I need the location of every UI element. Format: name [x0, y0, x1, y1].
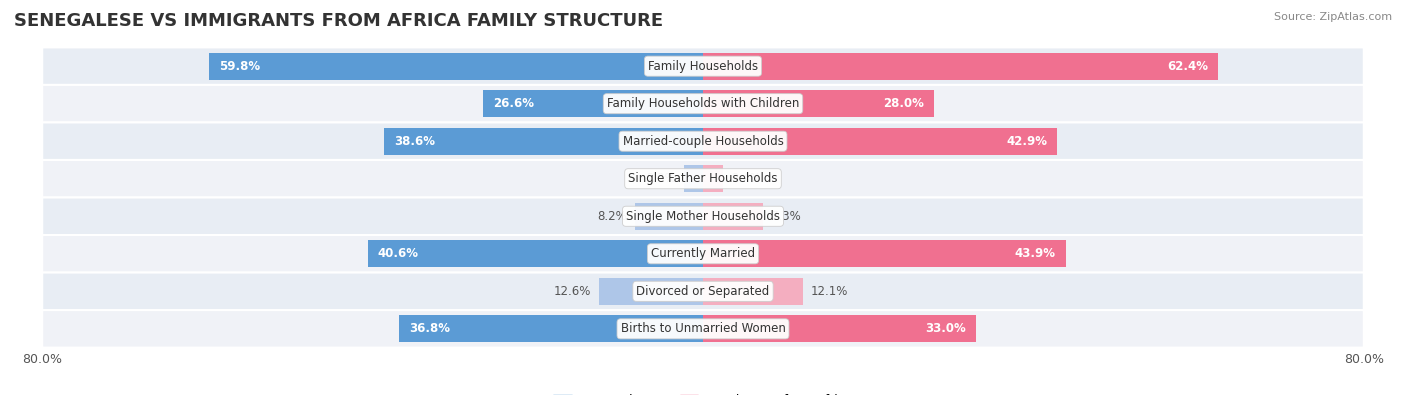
FancyBboxPatch shape	[42, 310, 1364, 348]
Text: Births to Unmarried Women: Births to Unmarried Women	[620, 322, 786, 335]
Text: 43.9%: 43.9%	[1015, 247, 1056, 260]
Text: 12.6%: 12.6%	[554, 285, 591, 298]
FancyBboxPatch shape	[42, 198, 1364, 235]
Bar	[703, 315, 976, 342]
Text: 8.2%: 8.2%	[598, 210, 627, 223]
Text: Single Mother Households: Single Mother Households	[626, 210, 780, 223]
Text: Family Households: Family Households	[648, 60, 758, 73]
Bar	[367, 240, 703, 267]
Bar	[399, 315, 703, 342]
Text: 33.0%: 33.0%	[925, 322, 966, 335]
Legend: Senegalese, Immigrants from Africa: Senegalese, Immigrants from Africa	[553, 394, 853, 395]
Text: 28.0%: 28.0%	[883, 97, 924, 110]
Text: 36.8%: 36.8%	[409, 322, 450, 335]
FancyBboxPatch shape	[42, 160, 1364, 198]
Text: 7.3%: 7.3%	[772, 210, 801, 223]
Bar	[703, 128, 1057, 155]
Bar	[703, 90, 934, 117]
Text: Source: ZipAtlas.com: Source: ZipAtlas.com	[1274, 12, 1392, 22]
Text: 2.4%: 2.4%	[731, 172, 761, 185]
Text: 42.9%: 42.9%	[1007, 135, 1047, 148]
Bar	[703, 240, 1066, 267]
Text: Married-couple Households: Married-couple Households	[623, 135, 783, 148]
Bar	[484, 90, 703, 117]
FancyBboxPatch shape	[42, 47, 1364, 85]
Bar	[703, 165, 723, 192]
Bar	[209, 53, 703, 80]
Text: Family Households with Children: Family Households with Children	[607, 97, 799, 110]
Text: 59.8%: 59.8%	[219, 60, 260, 73]
FancyBboxPatch shape	[42, 122, 1364, 160]
Text: 26.6%: 26.6%	[494, 97, 534, 110]
Bar	[636, 203, 703, 230]
Bar	[703, 278, 803, 305]
Bar	[703, 203, 763, 230]
Text: 40.6%: 40.6%	[378, 247, 419, 260]
Bar	[384, 128, 703, 155]
Text: 38.6%: 38.6%	[394, 135, 434, 148]
Text: Divorced or Separated: Divorced or Separated	[637, 285, 769, 298]
FancyBboxPatch shape	[42, 235, 1364, 273]
FancyBboxPatch shape	[42, 273, 1364, 310]
Text: 12.1%: 12.1%	[811, 285, 848, 298]
Text: SENEGALESE VS IMMIGRANTS FROM AFRICA FAMILY STRUCTURE: SENEGALESE VS IMMIGRANTS FROM AFRICA FAM…	[14, 12, 664, 30]
FancyBboxPatch shape	[42, 85, 1364, 122]
Bar	[703, 53, 1219, 80]
Bar	[599, 278, 703, 305]
Text: Currently Married: Currently Married	[651, 247, 755, 260]
Text: 2.3%: 2.3%	[647, 172, 676, 185]
Bar	[683, 165, 703, 192]
Text: 62.4%: 62.4%	[1167, 60, 1209, 73]
Text: Single Father Households: Single Father Households	[628, 172, 778, 185]
